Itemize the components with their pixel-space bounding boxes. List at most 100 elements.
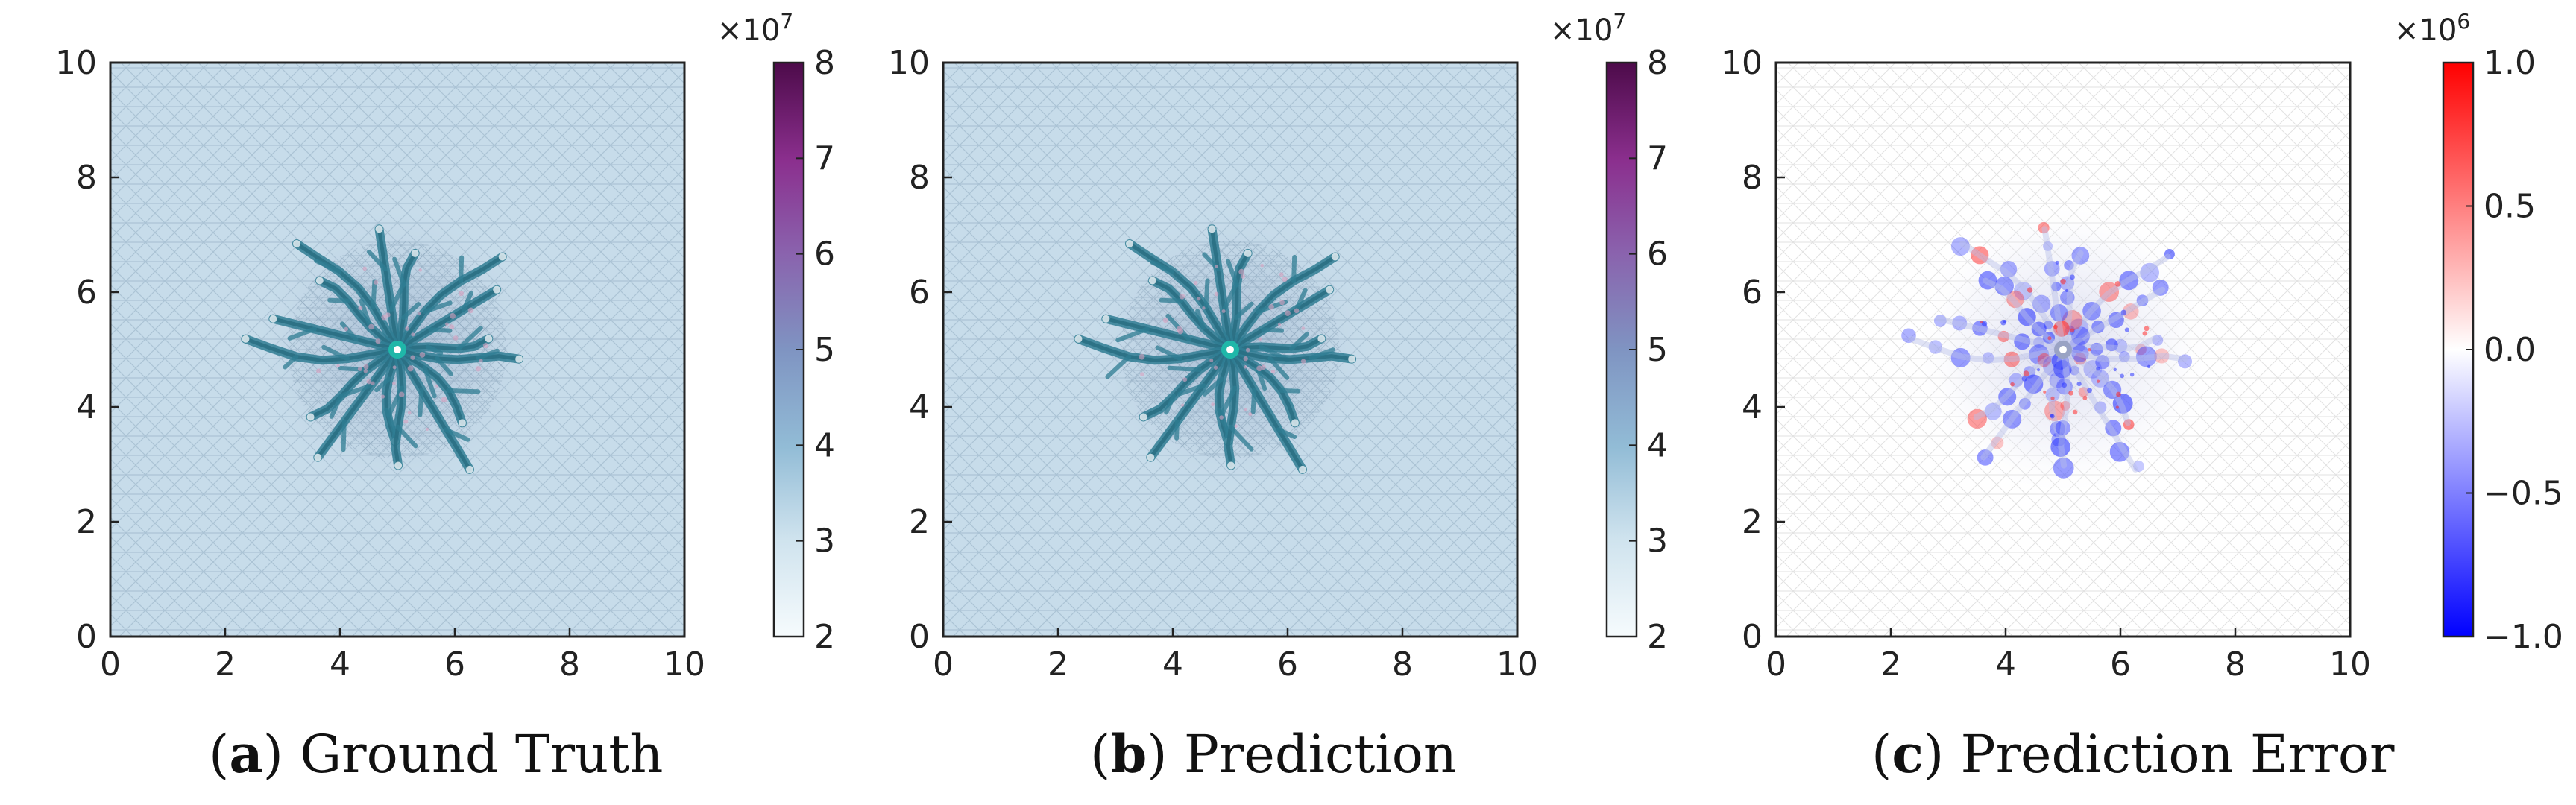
speckle [1256,365,1262,372]
speckle [1202,306,1206,310]
fracture-core [395,251,418,352]
speckle [441,397,447,403]
error-blob [2003,409,2022,429]
fracture-branch [1221,385,1238,415]
fracture-tip [394,461,403,470]
error-blob [2050,437,2070,457]
panel-b: 0 2 4 6 8 10 0 2 4 6 8 10 2 3 4 5 6 7 8 ×107 (b) Prediction [888,9,1668,785]
y-tick-label: 4 [1742,388,1763,426]
error-trace [2060,286,2166,353]
panel-caption: (a) Ground Truth [209,723,663,785]
colorbar-tick-label: 8 [814,44,835,82]
speckle [1279,272,1284,277]
colorbar-tick-label: 7 [1647,139,1668,177]
speckle [450,313,456,319]
speckle [1214,291,1219,297]
x-tick-label: 4 [1995,645,2016,684]
speckle [410,355,415,360]
fracture-core [1228,255,1338,352]
speckle [358,306,363,311]
fracture-branch [422,365,437,399]
speckle [2010,382,2015,387]
fracture-tip [292,240,300,248]
fracture-core [393,347,404,467]
error-blob [2033,336,2045,349]
error-blob [1950,347,1971,367]
fracture-branch [329,394,344,419]
speckle [2003,319,2007,323]
error-blob [2053,321,2070,337]
speckle [381,314,387,321]
x-tick-label: 2 [1048,645,1068,684]
fracture-branch [1289,332,1309,351]
fracture-branch [1309,347,1335,361]
y-tick-label: 8 [76,159,97,197]
fracture-branch [395,424,418,449]
x-tick-label: 0 [933,645,954,684]
fracture-core [1076,337,1232,362]
colorbar-tick-label: 2 [814,618,835,656]
speckle [316,368,321,373]
error-blob [2018,397,2031,410]
error-blob [2014,333,2031,350]
fracture-branch [367,249,388,272]
error-blob [1977,449,1994,466]
speckle [2037,368,2041,372]
axes-frame [1774,61,2352,638]
fracture-branch [1115,326,1150,343]
fracture-tip [411,249,419,257]
x-tick-label: 6 [1277,645,1298,684]
error-trace [1980,347,2066,461]
error-blob [2053,458,2074,479]
error-trace [2041,226,2066,353]
speckle [1294,308,1300,314]
injection-well-center [394,346,401,353]
error-trace [1936,315,2066,353]
y-tick-label: 2 [909,503,930,541]
speckle [1244,408,1248,412]
speckle [2088,348,2091,352]
fracture-core [1228,347,1354,362]
colorbar-tick-label: 8 [1647,44,1668,82]
speckle [2072,409,2078,415]
error-blob [2050,303,2068,322]
error-blob [2108,312,2124,329]
fracture-core [315,347,400,460]
speckle [392,365,397,370]
fracture-tip [466,465,474,473]
fracture-branch [1203,278,1210,310]
speckle [2047,336,2052,341]
speckle [467,307,474,314]
speckle [1980,321,1983,324]
colorbar-tick-label: −1.0 [2484,618,2563,656]
fracture-branch [443,427,470,442]
speckle [435,384,439,388]
error-blob [2154,348,2170,364]
fracture-branch [338,366,369,373]
error-trace [2060,347,2188,363]
fracture-tip [1348,355,1356,363]
panel-caption: (c) Prediction Error [1871,723,2395,785]
colorbar-tick-label: 6 [814,236,835,274]
speckle [1179,294,1185,300]
speckle [363,364,369,370]
speckle [445,322,449,326]
error-blob [1994,277,2014,296]
speckle [1981,321,1988,326]
fracture-branch [422,300,453,315]
fracture-tip [269,315,277,323]
speckle [362,266,367,271]
error-blob [2105,338,2118,352]
fracture-tip [1227,461,1235,470]
colorbar-tick-label: 0.5 [2484,188,2536,226]
error-blob [1952,315,1968,331]
error-blob [2133,461,2145,473]
error-trace [2060,347,2131,426]
fracture-core [1226,347,1237,467]
fracture-core [1228,251,1250,352]
speckle [1244,365,1247,369]
error-blob [2044,400,2065,422]
error-blob [2090,342,2103,356]
colorbar: 2 3 4 5 6 7 8 ×107 [717,9,835,656]
